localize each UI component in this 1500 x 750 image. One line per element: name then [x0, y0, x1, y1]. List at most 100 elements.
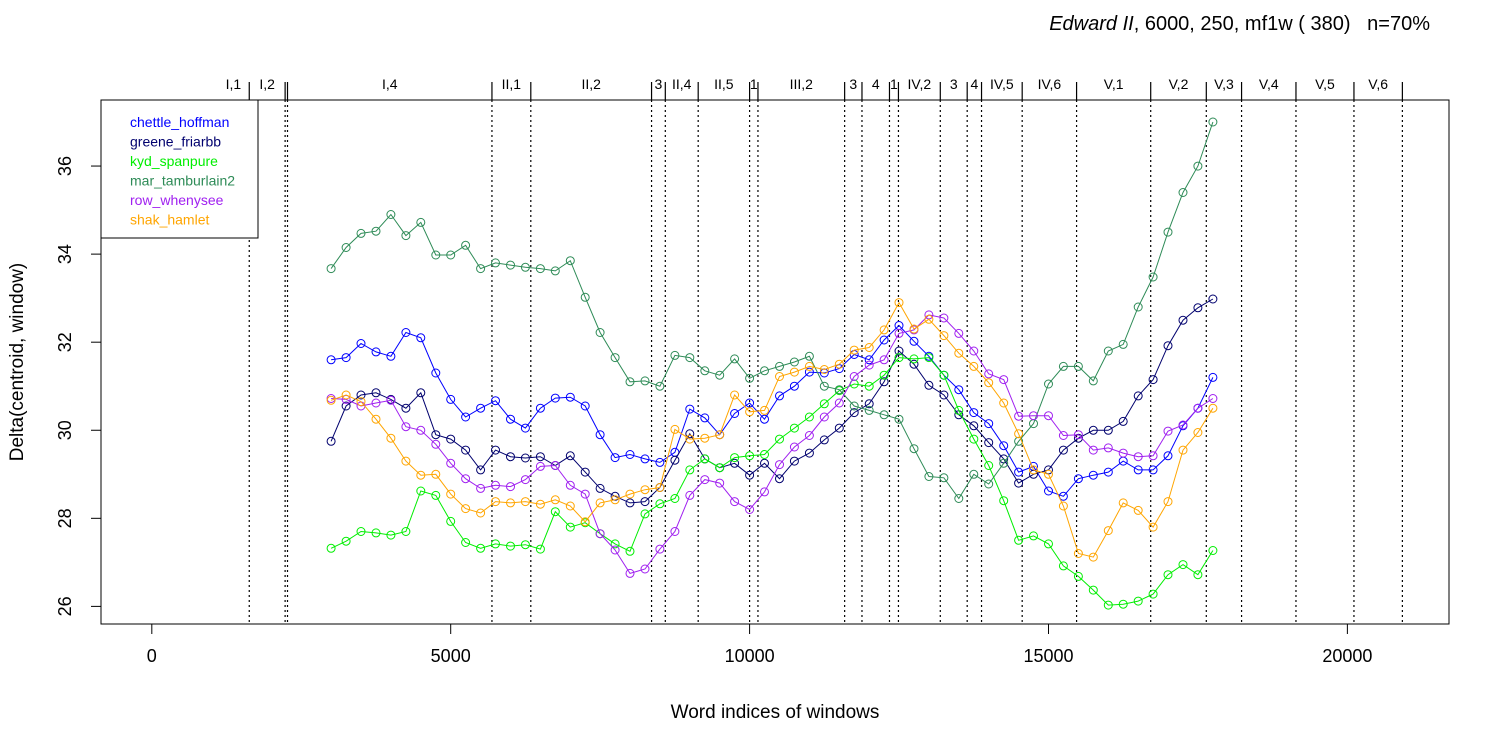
data-point	[595, 529, 605, 539]
legend-entry: row_whenysee	[130, 192, 224, 208]
data-point	[461, 504, 471, 514]
data-point	[685, 404, 695, 414]
data-point	[640, 564, 650, 574]
data-point	[580, 401, 590, 411]
data-point	[476, 508, 486, 518]
scene-label: 3	[950, 76, 958, 92]
data-point	[804, 412, 814, 422]
data-point	[326, 395, 336, 405]
data-point	[1088, 425, 1098, 435]
y-axis-label: Delta(centroid, window)	[7, 263, 28, 462]
data-point	[610, 453, 620, 463]
data-point	[984, 378, 994, 388]
data-point	[520, 453, 530, 463]
y-tick-label: 26	[55, 596, 75, 616]
data-point	[909, 324, 919, 334]
data-point	[700, 433, 710, 443]
series-line	[330, 298, 1214, 504]
data-point	[745, 398, 755, 408]
scene-markers: I,1 I,2 I,4 II,1 II,2 3 II,4 II,5 1 III,2 3 4 1 IV,2 3…	[226, 76, 1403, 624]
axes: 0 5000 10000 15000 20000 26 28 30 32 34 36	[55, 156, 1372, 666]
data-point	[446, 489, 456, 499]
series-layer	[326, 117, 1218, 610]
data-point	[999, 375, 1009, 385]
data-point	[565, 392, 575, 402]
x-tick-label: 0	[147, 646, 157, 666]
data-point	[520, 497, 530, 507]
data-point	[535, 461, 545, 471]
data-point	[924, 380, 934, 390]
data-point	[461, 240, 471, 250]
data-point	[760, 366, 769, 376]
data-point	[655, 483, 665, 492]
x-tick-label: 15000	[1023, 646, 1073, 666]
data-point	[1133, 505, 1143, 515]
data-point	[416, 217, 426, 227]
data-point	[341, 353, 351, 363]
data-point	[775, 474, 784, 484]
data-point	[789, 367, 799, 377]
data-point	[461, 445, 471, 455]
data-point	[1133, 302, 1143, 312]
data-point	[954, 328, 964, 338]
data-point	[1073, 549, 1083, 558]
data-point	[580, 292, 590, 302]
data-point	[640, 376, 650, 386]
scene-label: V,6	[1368, 76, 1388, 92]
scene-label: IV,2	[908, 76, 932, 92]
data-point	[789, 357, 799, 367]
data-point	[550, 495, 560, 505]
data-point	[819, 412, 829, 422]
data-point	[550, 393, 560, 403]
scene-label: II,2	[581, 76, 601, 92]
data-point	[1163, 570, 1173, 580]
data-point	[431, 469, 441, 479]
scene-label: V,2	[1169, 76, 1189, 92]
data-point	[356, 339, 366, 348]
data-point	[446, 458, 456, 468]
data-point	[655, 499, 665, 509]
data-point	[879, 370, 889, 380]
data-point	[685, 429, 695, 439]
data-point	[864, 355, 874, 365]
data-point	[745, 470, 755, 480]
data-point	[1193, 403, 1203, 413]
data-point	[969, 361, 979, 371]
data-point	[670, 350, 680, 360]
legend-box	[100, 99, 259, 239]
data-point	[804, 431, 814, 440]
data-point	[446, 394, 456, 404]
scene-label: 4	[970, 76, 978, 92]
data-point	[1148, 375, 1158, 385]
chart-title-rest: , 6000, 250, mf1w ( 380) n=70%	[1134, 13, 1431, 35]
scene-label: I,2	[259, 76, 275, 92]
y-tick-label: 30	[55, 420, 75, 440]
data-point	[730, 354, 740, 364]
data-point	[535, 403, 545, 413]
data-point	[775, 434, 784, 444]
data-point	[1148, 272, 1158, 282]
data-point	[610, 353, 620, 363]
data-point	[625, 450, 635, 459]
data-point	[580, 489, 590, 499]
scene-label: I,1	[226, 76, 242, 92]
data-point	[730, 458, 740, 468]
data-point	[1133, 596, 1143, 606]
data-point	[700, 366, 710, 376]
data-point	[760, 487, 769, 497]
data-point	[1088, 585, 1098, 595]
data-point	[550, 461, 560, 470]
data-point	[685, 353, 695, 363]
data-point	[506, 452, 515, 462]
series-greene-friarbb	[326, 294, 1218, 508]
scene-label: 1	[750, 76, 758, 92]
data-point	[655, 457, 665, 467]
data-point	[969, 469, 979, 479]
data-point	[565, 501, 575, 511]
data-point	[1133, 465, 1143, 475]
data-point	[685, 434, 695, 444]
data-point	[371, 414, 381, 424]
series-line	[330, 357, 1214, 606]
data-point	[1193, 161, 1203, 171]
data-point	[1058, 501, 1068, 511]
